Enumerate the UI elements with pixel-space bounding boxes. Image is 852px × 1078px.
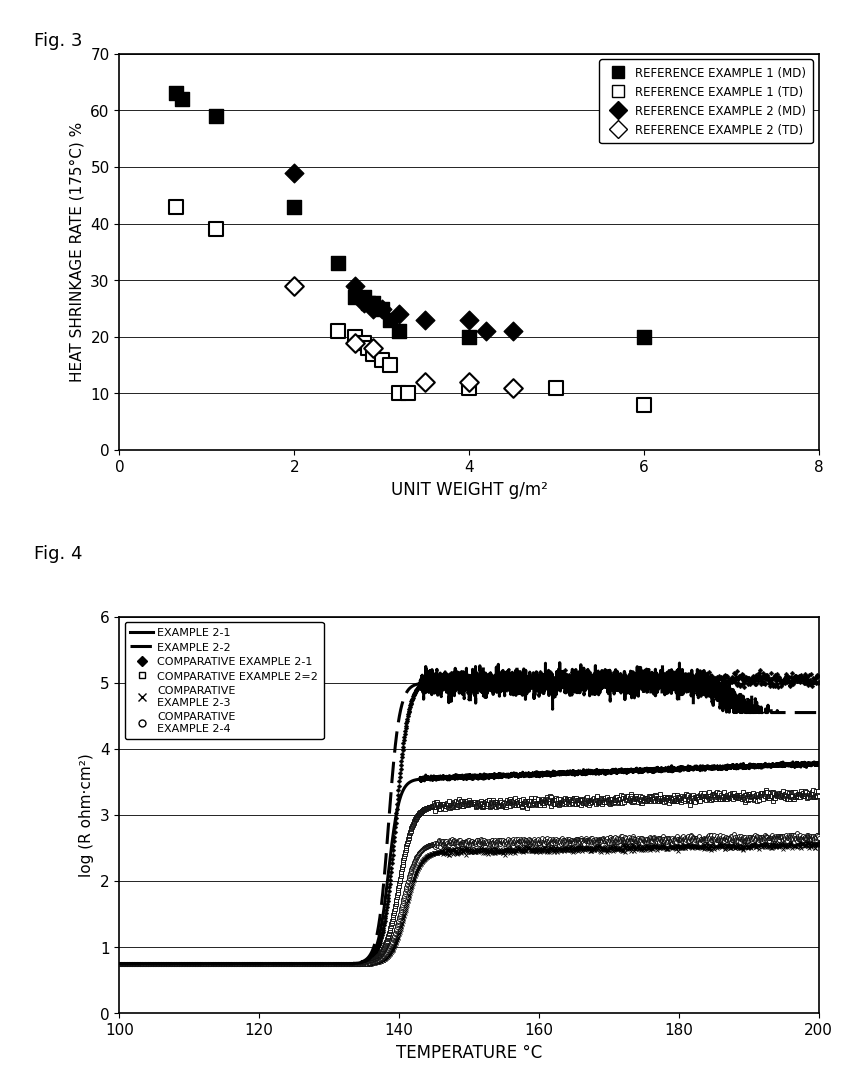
Point (348, 289, 362, 306)
Point (505, 322, 519, 340)
Point (505, 379, 519, 397)
Text: Fig. 3: Fig. 3 (34, 32, 83, 51)
Point (462, 312, 475, 329)
Point (209, 108, 222, 125)
Legend: REFERENCE EXAMPLE 1 (MD), REFERENCE EXAMPLE 1 (TD), REFERENCE EXAMPLE 2 (MD), RE: REFERENCE EXAMPLE 1 (MD), REFERENCE EXAM… (599, 59, 812, 143)
Point (375, 300, 389, 317)
Point (331, 322, 344, 340)
Text: Fig. 4: Fig. 4 (34, 544, 83, 563)
Point (361, 340, 375, 357)
Point (357, 289, 371, 306)
Point (636, 329, 650, 346)
X-axis label: TEMPERATURE °C: TEMPERATURE °C (395, 1044, 542, 1062)
Point (348, 334, 362, 351)
Point (418, 312, 432, 329)
Point (331, 254, 344, 272)
Point (418, 374, 432, 391)
Y-axis label: HEAT SHRINKAGE RATE (175°C) %: HEAT SHRINKAGE RATE (175°C) % (70, 122, 84, 383)
Point (366, 345, 379, 362)
Point (462, 374, 475, 391)
Point (392, 306, 406, 323)
Point (176, 91, 189, 108)
Point (636, 397, 650, 414)
Point (462, 379, 475, 397)
Point (287, 198, 301, 216)
Point (383, 357, 397, 374)
Y-axis label: log (R ohm·cm²): log (R ohm·cm²) (79, 754, 95, 876)
Point (383, 312, 397, 329)
Point (287, 164, 301, 181)
Legend: EXAMPLE 2-1, EXAMPLE 2-2, COMPARATIVE EXAMPLE 2-1, COMPARATIVE EXAMPLE 2=2, COMP: EXAMPLE 2-1, EXAMPLE 2-2, COMPARATIVE EX… (125, 622, 323, 738)
Point (550, 379, 563, 397)
Point (366, 340, 379, 357)
Point (348, 277, 362, 294)
Point (366, 294, 379, 312)
Point (366, 300, 379, 317)
Point (361, 294, 375, 312)
Point (348, 329, 362, 346)
Point (375, 351, 389, 369)
Point (357, 294, 371, 312)
Point (400, 385, 414, 402)
X-axis label: UNIT WEIGHT g/m²: UNIT WEIGHT g/m² (390, 481, 547, 499)
Point (462, 329, 475, 346)
Point (392, 322, 406, 340)
Point (357, 334, 371, 351)
Point (209, 221, 222, 238)
Point (170, 198, 183, 216)
Point (287, 277, 301, 294)
Point (392, 385, 406, 402)
Point (480, 322, 493, 340)
Point (170, 85, 183, 102)
Point (375, 300, 389, 317)
